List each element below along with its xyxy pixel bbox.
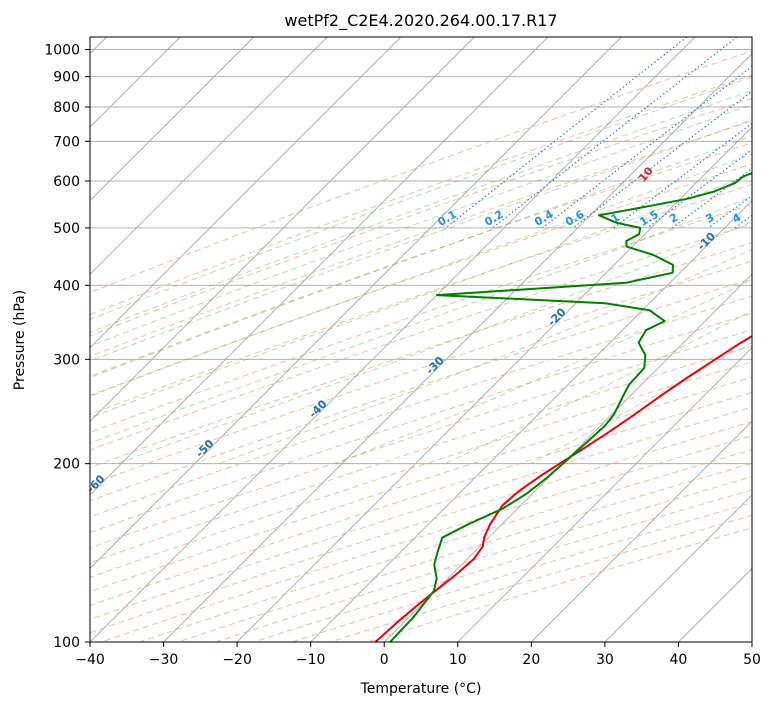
isotherm-line — [236, 126, 752, 642]
dry-adiabat-line — [90, 242, 752, 469]
y-tick-label: 600 — [53, 174, 80, 190]
dry-adiabat-line — [90, 97, 752, 337]
profile-series — [374, 171, 752, 642]
isotherm-line — [163, 52, 752, 642]
x-tick-label: 10 — [449, 652, 467, 668]
plot-frame — [89, 36, 753, 643]
isotherm-line — [457, 347, 752, 642]
y-tick-label: 900 — [53, 70, 80, 86]
y-axis-title: Pressure (hPa) — [12, 290, 28, 390]
isotherm-line — [90, 37, 402, 349]
dry-adiabat-line — [90, 120, 752, 357]
dry-adiabat-line — [90, 223, 752, 451]
x-tick-label: 20 — [522, 652, 540, 668]
x-axis-title: Temperature (°C) — [360, 681, 482, 697]
y-tick-label: 400 — [53, 278, 80, 294]
moist-adiabat-line — [90, 135, 752, 379]
isotherm-line — [90, 37, 696, 642]
mixing-ratio-line — [492, 37, 738, 229]
isotherm-line — [90, 37, 328, 275]
isotherm-line — [383, 273, 752, 642]
x-tick-label: −20 — [222, 652, 252, 668]
temperature-profile-line — [374, 335, 752, 642]
dry-adiabat-line — [90, 278, 752, 502]
moist-adiabat-line — [218, 249, 752, 465]
x-tick-label: 0 — [380, 652, 389, 668]
dry-adiabat-line — [90, 50, 752, 294]
mixing-ratio-line — [572, 90, 752, 229]
moist-adiabat-line — [90, 119, 752, 362]
y-tick-label: 500 — [53, 221, 80, 237]
dry-adiabat-line — [90, 142, 752, 377]
isotherm-line — [90, 37, 622, 570]
isotherm-line — [90, 37, 549, 496]
dry-adiabat-line — [90, 183, 752, 415]
y-tick-label: 700 — [53, 134, 80, 150]
y-tick-label: 1000 — [44, 43, 80, 59]
x-tick-label: −40 — [75, 652, 105, 668]
isotherm-line — [90, 37, 254, 202]
chart-title: wetPf2_C2E4.2020.264.00.17.R17 — [284, 11, 557, 31]
mixing-ratio-line — [542, 65, 752, 229]
isotherm-line — [531, 420, 752, 642]
x-tick-label: 50 — [743, 652, 761, 668]
moist-adiabat-line — [90, 173, 752, 419]
isotherm-line — [310, 200, 752, 642]
y-tick-label: 300 — [53, 352, 80, 368]
dry-adiabat-line — [90, 329, 752, 549]
dry-adiabat-line — [90, 163, 752, 397]
y-tick-label: 200 — [53, 457, 80, 473]
moist-adiabat-line — [90, 153, 752, 397]
x-tick-label: −10 — [296, 652, 326, 668]
y-tick-label: 100 — [53, 635, 80, 651]
background-lines — [90, 37, 752, 642]
dry-adiabat-line — [90, 74, 752, 316]
moist-adiabat-line — [90, 196, 752, 444]
dewpoint-profile-line — [389, 171, 752, 642]
y-tick-label: 800 — [53, 100, 80, 116]
x-tick-label: 30 — [596, 652, 614, 668]
dry-adiabat-line — [90, 376, 752, 593]
moist-adiabat-line — [90, 89, 752, 333]
x-tick-label: 40 — [670, 652, 688, 668]
x-axis-ticks: −40 −30 −20 −10 0 10 20 30 40 50 — [75, 642, 761, 668]
isotherm-line — [90, 37, 475, 422]
x-tick-label: −30 — [149, 652, 179, 668]
y-axis-ticks: 100 200 300 400 500 600 700 800 900 1000 — [44, 43, 90, 651]
dry-adiabat-line — [90, 361, 752, 578]
moist-adiabat-line — [90, 76, 752, 321]
